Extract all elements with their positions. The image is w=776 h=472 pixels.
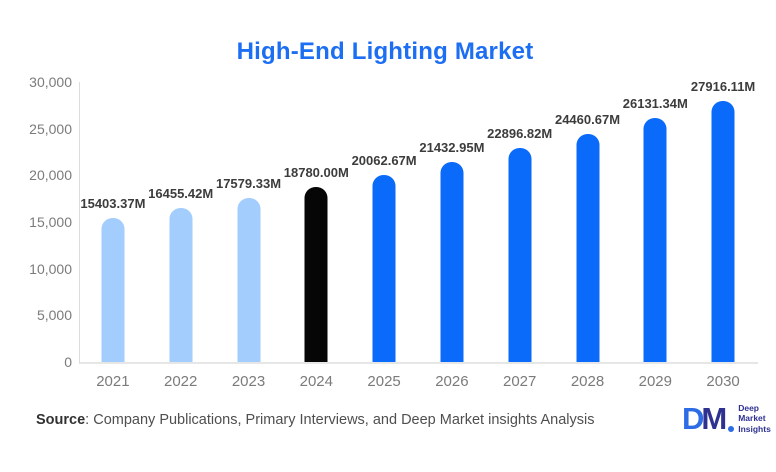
logo-word-market: Market	[738, 413, 766, 424]
logo-word-deep: Deep	[738, 403, 760, 414]
y-axis-tick-label: 20,000	[29, 167, 72, 184]
bar-value-label: 20062.67M	[351, 152, 417, 168]
y-axis-tick-label: 15,000	[29, 214, 72, 230]
bar-value-label: 15403.37M	[80, 196, 146, 212]
bar-2030	[711, 101, 735, 362]
x-axis-tick-label: 2022	[164, 373, 198, 390]
bar-value-label: 16455.42M	[148, 186, 214, 202]
bar-value-label: 18780.00M	[283, 164, 349, 180]
bar-2025	[372, 174, 396, 362]
bar-value-label: 24460.67M	[554, 111, 621, 127]
bar-2029	[643, 118, 667, 362]
y-axis-tick-label: 10,000	[29, 260, 72, 277]
bar-2021	[101, 218, 125, 362]
x-axis-tick-label: 2025	[367, 373, 401, 390]
dm-logo: D M Deep Market Insights	[682, 403, 771, 434]
chart-title: High-End Lighting Market	[236, 38, 534, 65]
logo-word-insights: Insights	[738, 423, 771, 434]
logo-letter-d: D	[682, 401, 705, 436]
x-axis-tick-label: 2023	[231, 373, 266, 390]
bar-2028	[576, 133, 599, 362]
x-axis-tick-label: 2024	[299, 373, 333, 390]
bar-2024	[304, 186, 328, 362]
y-axis-tick-label: 5,000	[36, 307, 72, 324]
bar-value-label: 22896.82M	[487, 126, 553, 142]
y-axis-tick-label: 0	[64, 354, 72, 370]
bar-2023	[237, 197, 260, 362]
axes	[79, 82, 758, 364]
source-label: Source	[36, 412, 86, 428]
x-axis-tick-label: 2030	[706, 373, 740, 390]
x-axis-tick-label: 2029	[638, 373, 672, 390]
x-axis-tick-label: 2027	[503, 373, 537, 390]
y-axis-tick-label: 25,000	[29, 120, 72, 137]
source-text: : Company Publications, Primary Intervie…	[85, 412, 595, 428]
logo-dot-icon	[728, 426, 735, 432]
y-axis-tick-label: 30,000	[29, 74, 72, 90]
bar-value-label: 17579.33M	[215, 175, 282, 191]
bar-2026	[440, 161, 464, 362]
dm-logo-mark: D M	[682, 401, 735, 436]
x-axis-tick-label: 2021	[96, 373, 130, 390]
x-axis-tick-label: 2028	[570, 373, 605, 390]
bar-2027	[508, 148, 532, 362]
bar-2022	[169, 208, 193, 362]
bar-value-label: 27916.11M	[690, 79, 756, 95]
bar-value-label: 26131.34M	[622, 96, 688, 112]
source-line: Source: Company Publications, Primary In…	[36, 412, 595, 428]
x-axis-tick-label: 2026	[435, 373, 469, 390]
logo-letter-m: M	[701, 401, 728, 436]
logo-wordmark: Deep Market Insights	[738, 403, 771, 434]
bar-value-label: 21432.95M	[419, 139, 485, 155]
